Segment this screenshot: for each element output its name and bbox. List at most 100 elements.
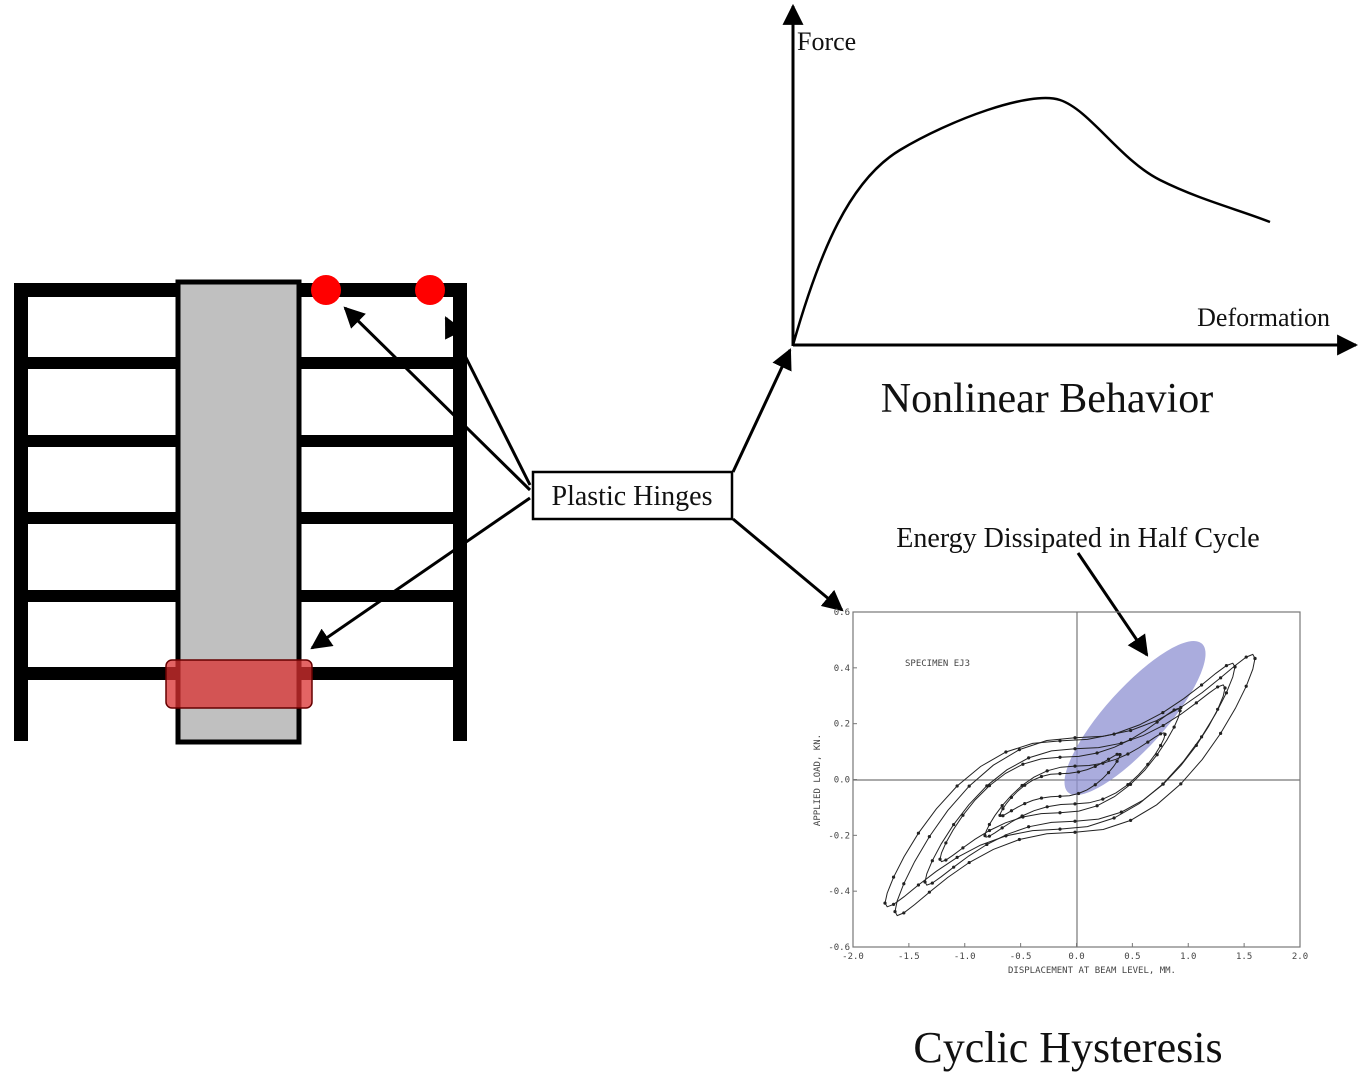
loop-point — [883, 901, 887, 905]
loop-point — [1101, 797, 1105, 801]
loop-point — [1224, 663, 1229, 668]
loop-point — [1004, 750, 1008, 754]
loop-point — [1158, 743, 1163, 748]
x-tick-label: 0.5 — [1124, 952, 1140, 962]
loop-point — [891, 875, 896, 879]
loop-point — [927, 890, 931, 894]
y-axis-label: APPLIED LOAD, KN. — [813, 734, 823, 826]
loop-point — [1021, 762, 1025, 766]
loop-point — [1223, 686, 1227, 690]
y-tick-label: -0.2 — [828, 831, 850, 841]
arrows — [310, 306, 1149, 657]
loop-point — [1128, 782, 1133, 786]
x-tick-label: 1.0 — [1180, 952, 1196, 962]
loop-point — [1001, 807, 1005, 811]
loop-point — [1155, 753, 1159, 757]
loop-point — [1045, 769, 1049, 773]
loop-point — [1115, 759, 1119, 763]
loop-point — [1021, 815, 1025, 819]
loop-point — [1073, 747, 1077, 751]
loop-point — [967, 784, 971, 788]
loop-point — [1115, 752, 1119, 756]
loop-point — [916, 883, 921, 887]
loop-point — [927, 835, 931, 839]
loop-point — [916, 831, 921, 835]
loop-point — [961, 846, 965, 850]
loop-point — [1216, 685, 1220, 689]
loop-point — [1058, 739, 1062, 743]
x-axis-label: Deformation — [1197, 303, 1330, 332]
loop-point — [1199, 735, 1204, 739]
loop-point — [961, 813, 965, 817]
loop-point — [987, 822, 992, 827]
loop-point — [1073, 764, 1077, 768]
loop-point — [1004, 834, 1008, 838]
loop-point — [998, 813, 1002, 817]
loop-point — [987, 828, 992, 833]
loop-point — [944, 841, 948, 845]
box-label: Plastic Hinges — [552, 481, 713, 512]
y-tick-label: 0.2 — [834, 720, 850, 730]
annotation: Energy Dissipated in Half Cycle — [896, 523, 1259, 554]
x-tick-label: -1.0 — [954, 952, 976, 962]
label-box — [531, 470, 734, 521]
loop-point — [955, 855, 959, 859]
hinge-dot — [415, 275, 445, 305]
x-tick-label: 2.0 — [1292, 952, 1308, 962]
loop-point — [1095, 804, 1099, 808]
y-tick-label: 0.6 — [834, 608, 850, 618]
hysteresis-loop — [884, 662, 1236, 908]
loop-point — [923, 880, 927, 884]
loop-point — [1023, 802, 1027, 806]
y-tick-label: 0.4 — [834, 664, 850, 674]
loop-point — [1172, 725, 1176, 729]
loop-point — [952, 822, 956, 827]
loop-point — [1194, 701, 1198, 705]
loop-point — [1058, 811, 1062, 815]
loop-point — [902, 911, 906, 915]
loop-point — [1000, 826, 1004, 830]
loop-point — [987, 834, 992, 838]
loop-point — [1101, 761, 1105, 765]
x-tick-label: -1.5 — [898, 952, 920, 962]
loop-point — [1179, 782, 1183, 786]
loop-point — [1161, 782, 1165, 786]
loop-point — [1158, 732, 1163, 736]
hinge-dot — [311, 275, 341, 305]
loop-point — [1027, 756, 1031, 760]
loop-point — [1095, 751, 1099, 755]
loop-point — [1161, 711, 1165, 715]
loop-point — [930, 859, 934, 863]
loop-point — [1073, 736, 1077, 740]
y-tick-label: -0.6 — [828, 943, 850, 953]
loop-point — [1073, 830, 1077, 834]
loop-point — [1129, 818, 1133, 822]
x-axis-label: DISPLACEMENT AT BEAM LEVEL, MM. — [1008, 966, 1176, 976]
y-tick-label: -0.4 — [828, 887, 850, 897]
y-axis-label: Force — [797, 27, 856, 56]
loop-point — [1118, 753, 1122, 757]
loop-point — [1219, 676, 1223, 680]
loop-point — [1039, 796, 1044, 800]
loop-point — [1219, 731, 1223, 735]
loop-point — [1106, 757, 1111, 761]
loop-point — [1000, 804, 1004, 808]
loop-point — [1076, 791, 1081, 796]
hysteresis-plot — [852, 611, 1301, 948]
loop-point — [938, 857, 942, 861]
loop-point — [1106, 771, 1111, 775]
loop-point — [1126, 752, 1130, 756]
loop-point — [930, 881, 934, 885]
y-tick-label: 0.0 — [834, 776, 850, 786]
loop-point — [1058, 755, 1062, 759]
loop-point — [893, 909, 897, 914]
loop-point — [1017, 748, 1021, 752]
hysteresis-loop — [939, 707, 1181, 863]
loop-point — [1244, 655, 1248, 659]
loop-point — [1178, 709, 1182, 713]
loop-point — [1119, 741, 1123, 745]
loop-point — [1129, 728, 1133, 733]
x-tick-label: -0.5 — [1010, 952, 1032, 962]
loop-point — [1020, 783, 1024, 788]
